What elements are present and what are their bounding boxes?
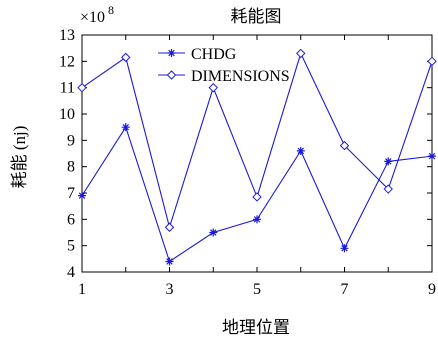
y-tick-label: 5 — [67, 238, 75, 255]
legend-label-chdg: CHDG — [191, 46, 237, 63]
point-dimensions — [121, 52, 131, 63]
y-tick-label: 13 — [59, 27, 75, 44]
y-tick-label: 4 — [67, 264, 75, 281]
y-tick-label: 12 — [59, 53, 75, 70]
point-chdg — [296, 146, 305, 155]
legend-label-dimensions: DIMENSIONS — [191, 68, 290, 85]
y-tick-label: 9 — [67, 132, 75, 149]
y-tick-label: 10 — [59, 106, 75, 123]
y-tick-label: 7 — [67, 185, 75, 202]
point-chdg — [253, 215, 261, 224]
x-tick-label: 9 — [428, 281, 436, 298]
point-chdg — [121, 123, 130, 132]
chart-title: 耗能图 — [231, 7, 282, 26]
point-chdg — [209, 228, 218, 237]
y-multiplier-base: ×10 — [80, 9, 105, 26]
x-tick-label: 1 — [78, 281, 86, 298]
point-dimensions — [164, 222, 175, 232]
legend-marker-dimensions — [166, 70, 177, 80]
point-dimensions — [77, 82, 87, 93]
point-chdg — [78, 191, 86, 200]
y-axis-label: 耗能 (nj) — [10, 126, 29, 189]
point-chdg — [340, 244, 349, 253]
point-dimensions — [296, 48, 306, 59]
x-tick-label: 7 — [341, 281, 349, 298]
point-dimensions — [383, 184, 393, 194]
point-dimensions — [427, 56, 437, 67]
point-chdg — [165, 257, 174, 266]
point-dimensions — [339, 140, 350, 151]
y-tick-label: 11 — [60, 80, 75, 97]
point-chdg — [384, 157, 393, 166]
x-tick-label: 5 — [253, 281, 261, 298]
point-dimensions — [252, 192, 262, 202]
legend-marker-chdg — [167, 49, 176, 57]
x-axis-label: 地理位置 — [222, 318, 290, 337]
y-multiplier-label: ×10 8 — [80, 3, 114, 26]
x-tick-label: 3 — [166, 281, 174, 298]
point-chdg — [428, 152, 436, 161]
y-tick-label: 6 — [67, 211, 75, 228]
y-multiplier-exponent: 8 — [108, 3, 114, 17]
point-dimensions — [208, 82, 218, 93]
y-tick-label: 8 — [67, 159, 75, 176]
